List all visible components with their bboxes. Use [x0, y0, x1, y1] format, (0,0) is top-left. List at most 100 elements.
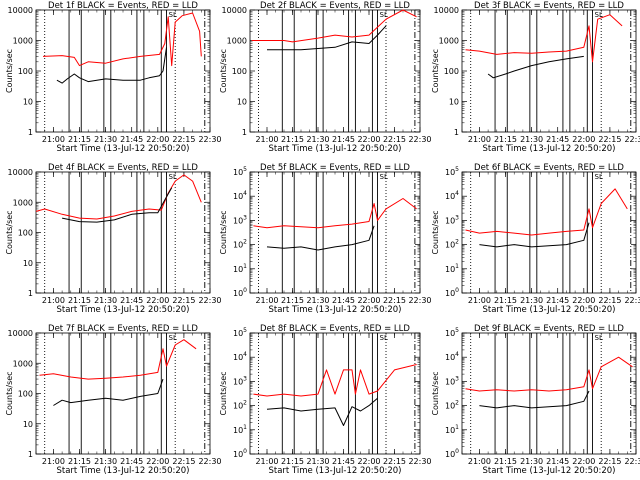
x-axis-label: Start Time (13-Jul-12 20:50:20)	[269, 305, 402, 315]
y-tick-label: 1	[28, 289, 33, 298]
marker-label: SL	[169, 334, 177, 342]
panel-8: Det 8f BLACK = Events, RED = LLD 100 101 10…	[219, 324, 432, 476]
series-line-black	[267, 25, 387, 51]
series-line-black	[487, 55, 584, 79]
panel-5: Det 5f BLACK = Events, RED = LLD 100 101 10…	[219, 163, 432, 315]
x-tick-label: 21:45	[546, 457, 569, 466]
y-tick-label: 10	[23, 98, 33, 107]
y-tick-label: 1	[242, 128, 247, 137]
x-tick-label: 21:30	[306, 135, 329, 144]
x-tick-label: 21:45	[120, 135, 143, 144]
series-line-red	[253, 198, 417, 229]
x-tick-label: 22:15	[383, 135, 406, 144]
series-line-black	[266, 397, 378, 426]
marker-label: SL	[169, 11, 177, 19]
panel-4: Det 4f BLACK = Events, RED = LLD 1 10 100 10…	[5, 163, 222, 315]
plot-frame	[249, 171, 421, 294]
panel-title: Det 6f BLACK = Events, RED = LLD	[474, 163, 624, 173]
x-tick-label: 21:15	[494, 135, 517, 144]
series-line-red	[465, 356, 633, 392]
series-line-black	[53, 378, 164, 406]
x-tick-label: 21:15	[68, 296, 91, 305]
series-line-red	[42, 12, 202, 67]
x-tick-label: 22:30	[624, 296, 640, 305]
x-tick-label: 21:15	[68, 457, 91, 466]
y-tick-label: 1	[454, 128, 459, 137]
x-tick-label: 21:30	[306, 457, 329, 466]
x-axis-label: Start Time (13-Jul-12 20:50:20)	[57, 144, 190, 154]
x-tick-label: 21:15	[281, 457, 304, 466]
x-tick-label: 21:30	[94, 296, 117, 305]
x-tick-label: 21:00	[255, 296, 278, 305]
x-tick-label: 21:30	[520, 457, 543, 466]
x-tick-label: 21:45	[332, 135, 355, 144]
y-tick-label: 100	[18, 229, 33, 238]
x-tick-label: 22:15	[598, 457, 621, 466]
panel-title: Det 7f BLACK = Events, RED = LLD	[48, 324, 198, 334]
x-tick-label: 21:00	[42, 296, 65, 305]
x-tick-label: 22:15	[383, 296, 406, 305]
y-tick-label: 104	[233, 190, 247, 201]
y-tick-label: 1000	[227, 37, 247, 46]
y-tick-label: 1	[28, 450, 33, 459]
x-tick-label: 21:15	[494, 296, 517, 305]
y-axis-label: Counts/sec	[5, 210, 14, 254]
x-tick-label: 22:00	[146, 457, 169, 466]
x-tick-label: 21:45	[546, 296, 569, 305]
y-tick-label: 100	[445, 287, 459, 298]
x-tick-label: 22:15	[172, 457, 195, 466]
panel-title: Det 4f BLACK = Events, RED = LLD	[48, 163, 198, 173]
x-tick-label: 22:30	[198, 457, 221, 466]
series-line-black	[266, 225, 375, 251]
marker-label: SL	[380, 11, 388, 19]
panel-title: Det 5f BLACK = Events, RED = LLD	[260, 163, 410, 173]
panel-title: Det 3f BLACK = Events, RED = LLD	[474, 1, 624, 11]
y-tick-label: 102	[233, 400, 247, 411]
y-tick-label: 101	[445, 424, 459, 435]
x-axis-label: Start Time (13-Jul-12 20:50:20)	[57, 466, 190, 476]
y-tick-label: 1000	[13, 359, 33, 368]
marker-label: SL	[595, 334, 603, 342]
x-axis-label: Start Time (13-Jul-12 20:50:20)	[483, 305, 616, 315]
panel-3: Det 3f BLACK = Events, RED = LLD 1 10 100 10…	[431, 1, 640, 154]
y-tick-label: 10000	[222, 6, 247, 15]
y-tick-label: 10000	[8, 168, 33, 177]
x-tick-label: 22:30	[198, 296, 221, 305]
panel-6: Det 6f BLACK = Events, RED = LLD 100 101 10…	[431, 163, 640, 315]
y-tick-label: 100	[233, 448, 247, 459]
x-axis-label: Start Time (13-Jul-12 20:50:20)	[269, 466, 402, 476]
y-tick-label: 100	[18, 67, 33, 76]
plot-frame	[249, 9, 421, 133]
x-tick-label: 21:45	[332, 296, 355, 305]
series-line-red	[35, 174, 202, 220]
y-tick-label: 100	[445, 448, 459, 459]
y-tick-label: 104	[445, 190, 459, 201]
y-tick-label: 10	[237, 98, 247, 107]
x-tick-label: 22:30	[624, 135, 640, 144]
y-tick-label: 1000	[439, 37, 459, 46]
y-tick-label: 10	[23, 259, 33, 268]
y-tick-label: 100	[232, 67, 247, 76]
y-tick-label: 102	[445, 400, 459, 411]
series-line-black	[479, 222, 590, 248]
x-tick-label: 22:00	[146, 296, 169, 305]
x-tick-label: 21:00	[468, 135, 491, 144]
y-axis-label: Counts/sec	[219, 210, 228, 254]
x-tick-label: 21:00	[255, 135, 278, 144]
panel-9: Det 9f BLACK = Events, RED = LLD 100 101 10…	[431, 324, 640, 476]
marker-label: SL	[380, 173, 388, 181]
y-axis-label: Counts/sec	[5, 371, 14, 415]
series-line-red	[465, 14, 623, 63]
x-tick-label: 21:00	[255, 457, 278, 466]
y-axis-label: Counts/sec	[431, 210, 440, 254]
x-tick-label: 22:00	[572, 296, 595, 305]
y-tick-label: 10000	[8, 6, 33, 15]
y-axis-label: Counts/sec	[431, 49, 440, 93]
panel-title: Det 2f BLACK = Events, RED = LLD	[260, 1, 410, 11]
x-tick-label: 22:15	[598, 296, 621, 305]
series-line-red	[251, 9, 417, 43]
y-tick-label: 103	[233, 375, 247, 386]
x-tick-label: 22:30	[408, 135, 431, 144]
panel-title: Det 8f BLACK = Events, RED = LLD	[260, 324, 410, 334]
marker-label: SL	[595, 173, 603, 181]
